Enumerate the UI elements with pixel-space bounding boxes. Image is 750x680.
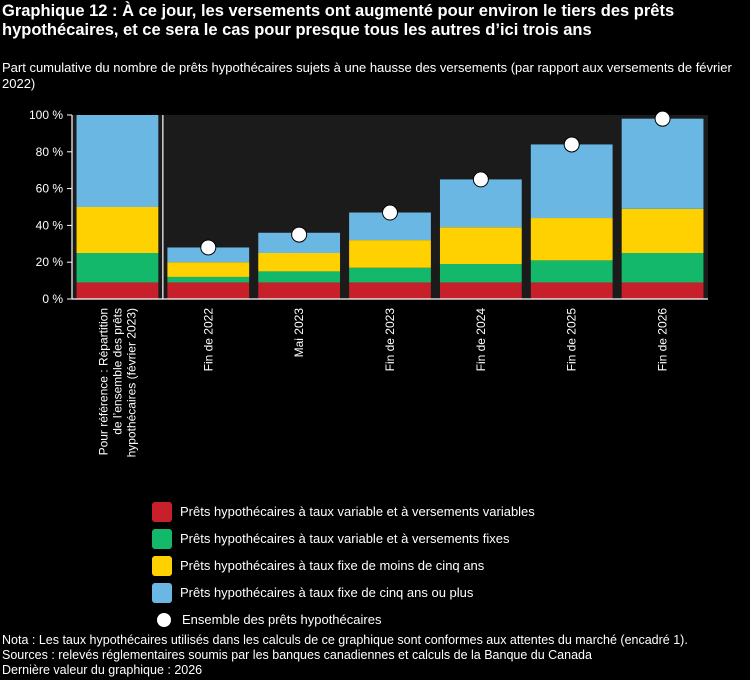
x-tick-label: Mai 2023 [292, 308, 306, 358]
last-value-line: Dernière valeur du graphique : 2026 [2, 663, 203, 677]
bar-segment [76, 253, 159, 283]
bar-segment [530, 260, 613, 283]
legend-swatch [152, 501, 172, 522]
legend-swatch [152, 582, 172, 603]
bar-segment [439, 282, 522, 299]
bar-segment [439, 264, 522, 283]
x-tick-label-line: Fin de 2022 [201, 308, 215, 372]
x-tick-label: Fin de 2023 [383, 308, 397, 372]
bar-segment [167, 276, 250, 283]
bar-segment [621, 282, 704, 299]
total-marker [563, 136, 580, 153]
legend-item-variable-variable: Prêts hypothécaires à taux variable et à… [152, 498, 535, 525]
x-tick-label-line: Fin de 2025 [565, 308, 579, 372]
x-tick-label: Fin de 2026 [656, 308, 670, 372]
legend-item-fixed-long: Prêts hypothécaires à taux fixe de cinq … [152, 579, 535, 606]
legend-label: Prêts hypothécaires à taux fixe de cinq … [180, 585, 474, 600]
x-tick-label-line: Fin de 2026 [656, 308, 670, 372]
x-tick-label: Fin de 2024 [474, 308, 488, 372]
bar-segment [530, 218, 613, 261]
bar-segment [349, 240, 431, 268]
chart-subtitle: Part cumulative du nombre de prêts hypot… [2, 60, 732, 91]
x-tick-label-line: hypothécaires (février 2023) [124, 308, 138, 457]
x-tick-label-line: Mai 2023 [292, 308, 306, 358]
bar-segment [439, 227, 522, 265]
bar-segment [167, 282, 250, 299]
x-tick-label-line: Fin de 2023 [383, 308, 397, 372]
bar-segment [258, 271, 341, 283]
x-tick-label: Fin de 2025 [565, 308, 579, 372]
bar-segment [258, 253, 341, 272]
bar-segment [621, 253, 704, 283]
bar-segment [621, 208, 704, 253]
chart-notes: Nota : Les taux hypothécaires utilisés d… [2, 633, 748, 678]
y-tick-label: 80 % [36, 145, 64, 159]
x-tick-label-line: Pour référence : Répartition [96, 308, 110, 455]
legend-label: Prêts hypothécaires à taux variable et à… [180, 504, 535, 519]
note-line: Nota : Les taux hypothécaires utilisés d… [2, 633, 688, 647]
legend: Prêts hypothécaires à taux variable et à… [152, 498, 535, 633]
bar-segment [621, 118, 704, 209]
x-tick-label: Fin de 2022 [201, 308, 215, 372]
y-tick-label: 20 % [36, 255, 64, 269]
bar-segment [258, 282, 341, 299]
bar-segment [76, 207, 159, 253]
bar-segment [258, 232, 341, 253]
y-tick-label: 0 % [42, 292, 63, 306]
bar-segment [76, 115, 159, 207]
x-tick-label-line: Fin de 2024 [474, 308, 488, 372]
legend-item-total: Ensemble des prêts hypothécaires [152, 606, 535, 633]
total-marker [654, 110, 671, 127]
legend-label: Ensemble des prêts hypothécaires [182, 612, 382, 627]
bar-segment [167, 262, 250, 277]
legend-swatch [152, 555, 172, 576]
y-tick-label: 40 % [36, 218, 64, 232]
x-tick-label-line: de l’ensemble des prêts [110, 308, 124, 435]
source-line: Sources : relevés réglementaires soumis … [2, 648, 592, 662]
x-tick-label: Pour référence : Répartitionde l’ensembl… [96, 308, 138, 457]
y-tick-label: 60 % [36, 182, 64, 196]
total-marker [200, 239, 217, 256]
chart-title: Graphique 12 : À ce jour, les versements… [2, 2, 675, 39]
legend-marker-dot [157, 612, 171, 627]
legend-swatch [152, 528, 172, 549]
stacked-bar-chart: 0 % 20 % 40 % 60 % 80 % 100 % Pour référence :… [29, 108, 708, 457]
bar-segment [349, 267, 431, 283]
y-tick-label: 100 % [29, 108, 63, 122]
bar-segment [349, 282, 431, 299]
legend-item-fixed-short: Prêts hypothécaires à taux fixe de moins… [152, 552, 535, 579]
legend-item-variable-fixed: Prêts hypothécaires à taux variable et à… [152, 525, 535, 552]
bar-segment [530, 144, 613, 219]
legend-label: Prêts hypothécaires à taux variable et à… [180, 531, 510, 546]
bar-segment [76, 282, 159, 299]
total-marker [382, 204, 398, 221]
bar-segment [530, 282, 613, 299]
total-marker [291, 226, 308, 243]
total-marker [472, 171, 489, 188]
legend-label: Prêts hypothécaires à taux fixe de moins… [180, 558, 485, 573]
